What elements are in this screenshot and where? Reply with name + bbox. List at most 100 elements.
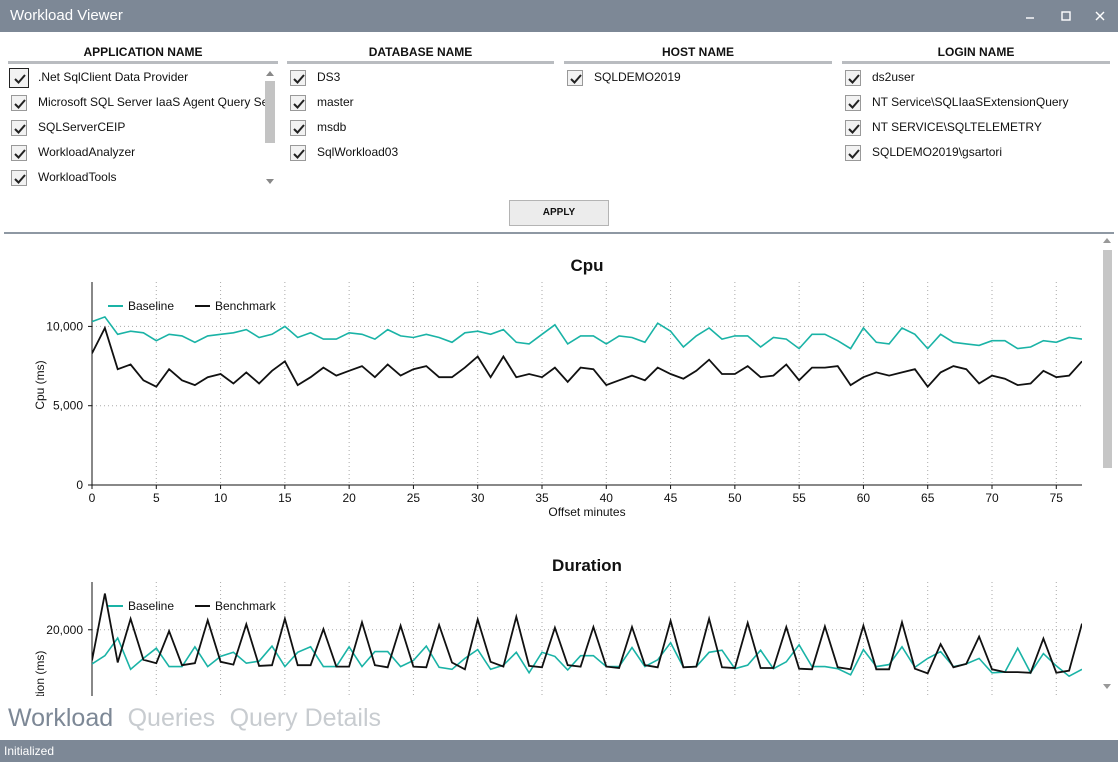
scroll-thumb[interactable]	[265, 81, 275, 143]
application-list-scrollbar[interactable]	[264, 69, 276, 189]
filter-item-label: master	[317, 95, 354, 109]
status-bar: Initialized	[0, 740, 1118, 762]
checkbox[interactable]	[845, 145, 861, 161]
application-list[interactable]: .Net SqlClient Data Provider Microsoft SQ…	[8, 66, 266, 192]
checkmark-icon	[14, 74, 26, 84]
x-axis-label: Offset minutes	[548, 505, 625, 519]
legend-label: Benchmark	[215, 599, 277, 613]
host-list[interactable]: SQLDEMO2019	[564, 66, 832, 192]
y-tick-label: 0	[76, 478, 83, 492]
checkbox[interactable]	[845, 120, 861, 136]
database-filter-item[interactable]: DS3	[287, 70, 554, 90]
checkbox[interactable]	[11, 95, 27, 111]
x-tick-label: 45	[664, 491, 678, 505]
x-tick-label: 40	[600, 491, 614, 505]
login-list[interactable]: ds2user NT Service\SQLIaaSExtensionQuery N…	[842, 66, 1110, 192]
checkmark-icon	[570, 74, 582, 84]
checkmark-icon	[14, 174, 26, 184]
y-axis-label: tion (ms)	[33, 651, 47, 696]
scroll-up-icon[interactable]	[1103, 238, 1111, 243]
filter-item-label: NT Service\SQLIaaSExtensionQuery	[872, 95, 1069, 109]
series-line-baseline	[92, 315, 1082, 350]
close-icon	[1095, 11, 1105, 21]
checkbox[interactable]	[290, 120, 306, 136]
application-filter-item[interactable]: WorkloadTools	[8, 170, 266, 190]
tab-query-details[interactable]: Query Details	[229, 704, 382, 732]
filter-item-label: SQLServerCEIP	[38, 120, 126, 134]
database-filter-header: DATABASE NAME	[287, 42, 554, 64]
checkmark-icon	[14, 99, 26, 109]
database-filter-item[interactable]: master	[287, 95, 554, 115]
x-tick-label: 70	[985, 491, 999, 505]
minimize-icon	[1026, 17, 1034, 19]
application-filter-item[interactable]: SQLServerCEIP	[8, 120, 266, 140]
legend-label: Benchmark	[215, 299, 277, 313]
checkbox[interactable]	[290, 145, 306, 161]
divider	[4, 232, 1114, 234]
x-tick-label: 10	[214, 491, 228, 505]
checkmark-icon	[293, 124, 305, 134]
maximize-button[interactable]	[1052, 4, 1080, 28]
scroll-down-icon[interactable]	[1103, 684, 1111, 689]
y-tick-label: 20,000	[46, 623, 83, 637]
legend-label: Baseline	[128, 599, 174, 613]
close-button[interactable]	[1086, 4, 1114, 28]
filter-item-label: WorkloadTools	[38, 170, 117, 184]
checkbox[interactable]	[290, 95, 306, 111]
checkbox[interactable]	[845, 95, 861, 111]
database-filter-item[interactable]: SqlWorkload03	[287, 145, 554, 165]
duration-chart-svg: Duration 20,000 tion (ms) Baseline Benchmark	[33, 556, 1082, 696]
checkmark-icon	[14, 124, 26, 134]
x-tick-label: 55	[792, 491, 806, 505]
main-scrollbar[interactable]	[1100, 236, 1114, 694]
filter-item-label: Microsoft SQL Server IaaS Agent Query Se…	[38, 95, 266, 109]
checkbox[interactable]	[11, 170, 27, 186]
scroll-down-icon[interactable]	[266, 179, 274, 184]
status-text: Initialized	[4, 744, 55, 758]
filter-item-label: NT SERVICE\SQLTELEMETRY	[872, 120, 1042, 134]
login-filter-item[interactable]: SQLDEMO2019\gsartori	[842, 145, 1110, 165]
login-filter: LOGIN NAME ds2user NT Service\SQLIaaSExte…	[842, 42, 1110, 192]
checkbox[interactable]	[11, 145, 27, 161]
checkbox[interactable]	[11, 120, 27, 136]
application-filter-item[interactable]: WorkloadAnalyzer	[8, 145, 266, 165]
filter-item-label: WorkloadAnalyzer	[38, 145, 136, 159]
filter-item-label: .Net SqlClient Data Provider	[38, 70, 189, 84]
login-filter-header: LOGIN NAME	[842, 42, 1110, 64]
checkbox[interactable]	[845, 70, 861, 86]
x-tick-label: 50	[728, 491, 742, 505]
host-filter-item[interactable]: SQLDEMO2019	[564, 70, 832, 90]
x-tick-label: 5	[153, 491, 160, 505]
tab-queries[interactable]: Queries	[127, 704, 216, 732]
login-filter-item[interactable]: ds2user	[842, 70, 1110, 90]
checkbox[interactable]	[290, 70, 306, 86]
filter-item-label: msdb	[317, 120, 347, 134]
tab-workload[interactable]: Workload	[8, 704, 114, 732]
scroll-up-icon[interactable]	[266, 71, 274, 76]
minimize-button[interactable]	[1016, 4, 1044, 28]
database-filter-item[interactable]: msdb	[287, 120, 554, 140]
x-tick-label: 60	[857, 491, 871, 505]
application-filter-item[interactable]: Microsoft SQL Server IaaS Agent Query Se…	[8, 95, 266, 115]
scroll-thumb[interactable]	[1103, 250, 1112, 468]
y-tick-label: 10,000	[46, 319, 83, 333]
series-line-benchmark	[92, 325, 1082, 389]
host-filter-header: HOST NAME	[564, 42, 832, 64]
database-filter: DATABASE NAME DS3 master msdb SqlWorkload03	[287, 42, 554, 192]
filter-item-label: ds2user	[872, 70, 915, 84]
filter-item-label: SQLDEMO2019	[594, 70, 681, 84]
apply-button[interactable]: APPLY	[509, 200, 609, 226]
x-tick-label: 15	[278, 491, 292, 505]
tab-bar: Workload Queries Query Details	[8, 704, 391, 736]
filter-item-label: SqlWorkload03	[317, 145, 399, 159]
login-filter-item[interactable]: NT SERVICE\SQLTELEMETRY	[842, 120, 1110, 140]
application-filter: APPLICATION NAME .Net SqlClient Data Pro…	[8, 42, 278, 192]
chart-title: Duration	[552, 556, 622, 575]
cpu-chart: Cpu 0 5 10 15 20 25 30 35 40 45 50 55 60 65 70 75 Offset …	[0, 240, 1096, 540]
database-list[interactable]: DS3 master msdb SqlWorkload03	[287, 66, 554, 192]
application-filter-item[interactable]: .Net SqlClient Data Provider	[8, 68, 266, 90]
checkbox[interactable]	[9, 68, 29, 88]
login-filter-item[interactable]: NT Service\SQLIaaSExtensionQuery	[842, 95, 1110, 115]
checkbox[interactable]	[567, 70, 583, 86]
checkmark-icon	[848, 149, 860, 159]
